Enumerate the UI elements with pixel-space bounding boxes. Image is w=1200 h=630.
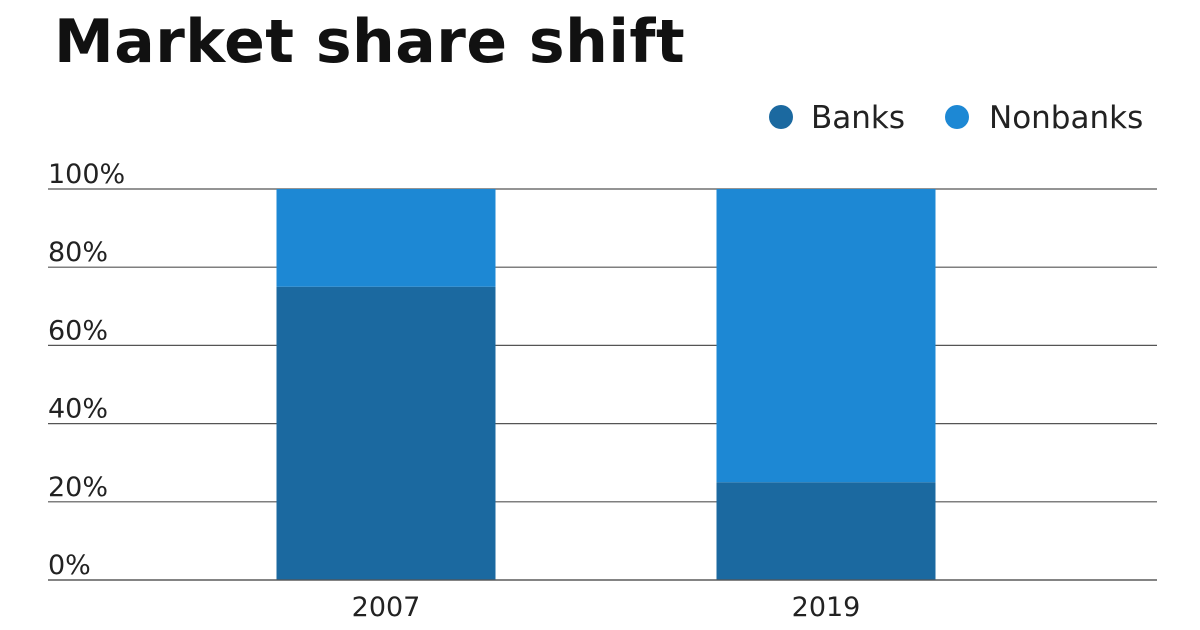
bar-nonbanks-2019 <box>716 189 936 483</box>
y-tick-label: 60% <box>48 315 108 346</box>
legend-label-nonbanks: Nonbanks <box>989 100 1143 136</box>
legend-label-banks: Banks <box>811 100 905 136</box>
x-tick-label: 2007 <box>352 592 421 623</box>
chart-title: Market share shift <box>54 7 686 77</box>
legend-swatch-nonbanks <box>945 105 969 129</box>
y-tick-label: 20% <box>48 472 108 503</box>
legend-swatch-banks <box>769 105 793 129</box>
y-tick-label: 80% <box>48 237 108 268</box>
y-tick-label: 100% <box>48 159 125 190</box>
x-tick-label: 2019 <box>792 592 861 623</box>
bar-nonbanks-2007 <box>276 189 496 287</box>
y-tick-label: 0% <box>48 550 91 581</box>
bar-banks-2019 <box>716 482 936 580</box>
y-tick-label: 40% <box>48 394 108 425</box>
bar-banks-2007 <box>276 286 496 580</box>
